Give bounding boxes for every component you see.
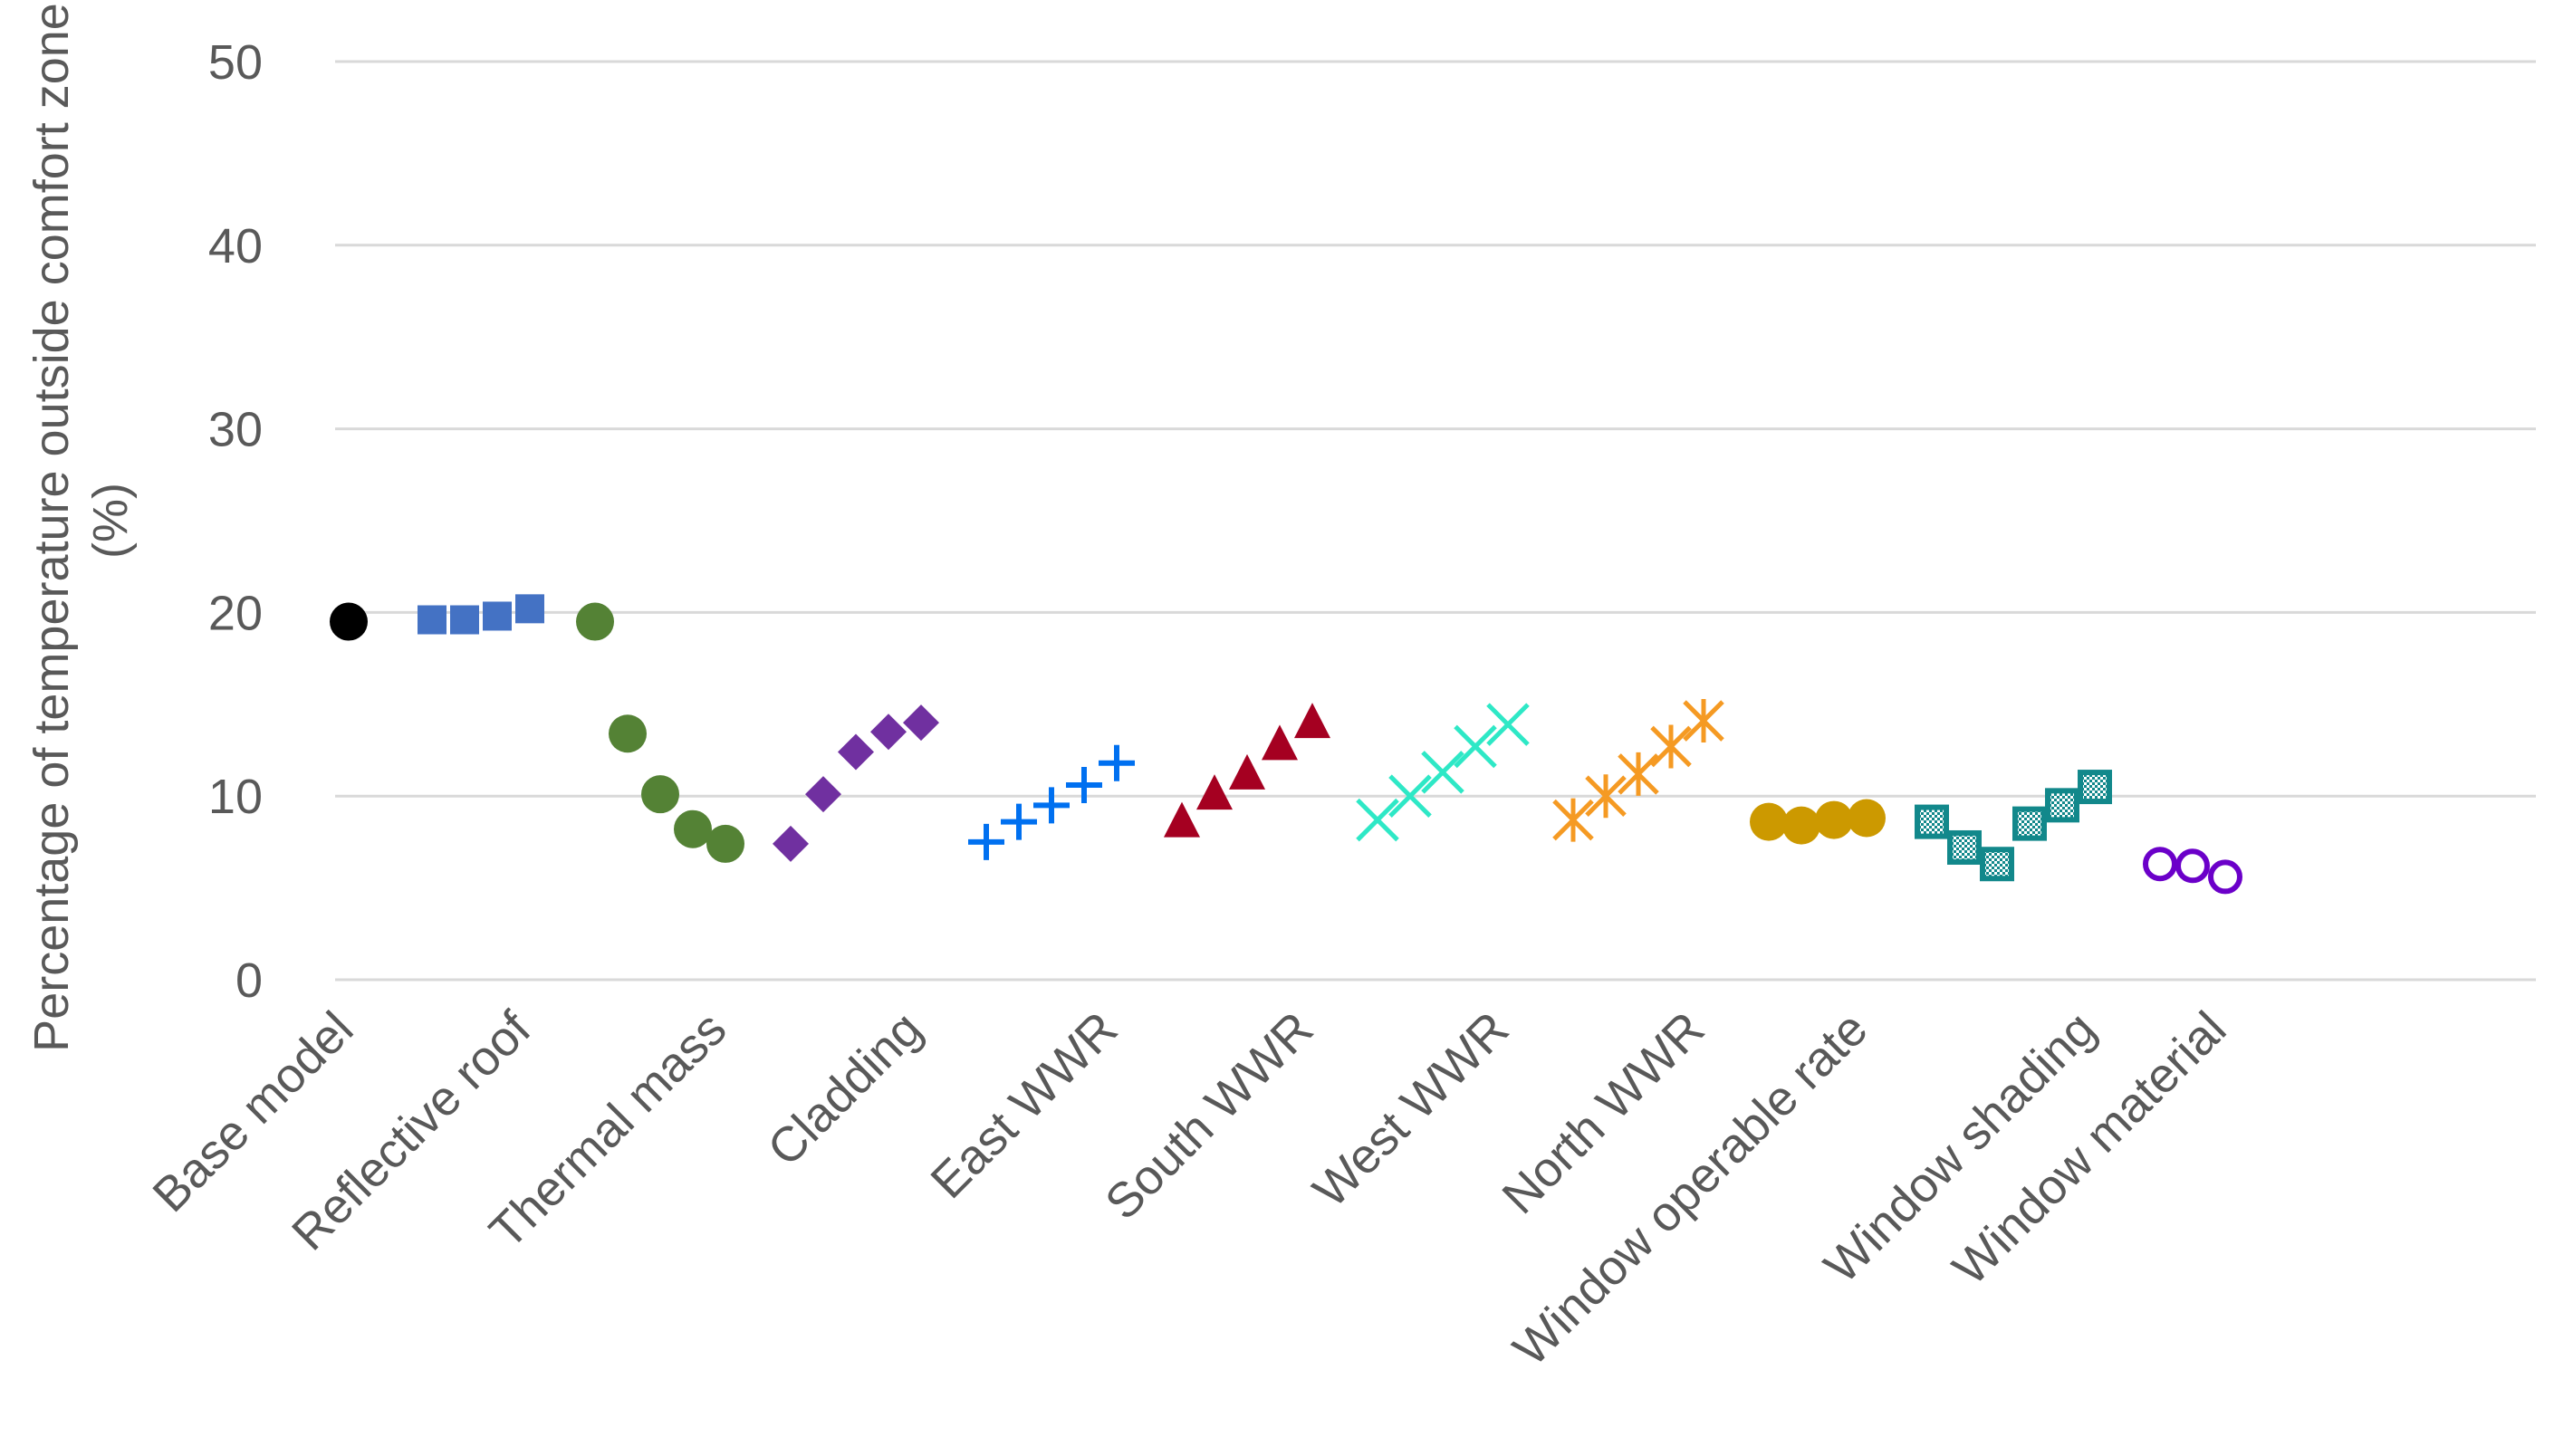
category-label: Cladding xyxy=(757,1001,932,1176)
data-point xyxy=(1099,744,1135,781)
data-point xyxy=(1196,774,1233,810)
data-point xyxy=(641,775,679,814)
data-point xyxy=(1552,798,1594,842)
data-point xyxy=(1356,798,1399,842)
gridlines xyxy=(335,60,2536,982)
y-tick-labels: 0 10 20 30 40 50 xyxy=(208,35,263,1008)
y-tick-label: 50 xyxy=(208,35,263,90)
data-point xyxy=(1164,801,1200,838)
data-point xyxy=(2078,770,2112,805)
y-tick-label: 0 xyxy=(235,953,263,1008)
y-axis-label-line-2: (%) xyxy=(83,483,138,559)
data-point xyxy=(1683,699,1724,743)
data-point xyxy=(2208,859,2242,895)
data-point xyxy=(1848,799,1886,838)
y-tick-label: 10 xyxy=(208,770,263,824)
data-point xyxy=(1454,724,1497,769)
data-point xyxy=(773,825,809,862)
y-tick-label: 40 xyxy=(208,219,263,273)
data-point xyxy=(1915,804,1949,839)
data-point xyxy=(2012,806,2047,841)
data-point xyxy=(1388,774,1432,818)
data-point xyxy=(838,733,874,771)
data-point xyxy=(1486,703,1530,746)
data-point xyxy=(483,601,512,631)
data-point xyxy=(1750,802,1788,841)
data-point xyxy=(1782,806,1820,845)
y-axis-label-line-1: Percentage of temperature outside comfor… xyxy=(24,3,79,1052)
data-point xyxy=(674,809,712,848)
data-points xyxy=(330,594,2242,895)
data-point xyxy=(515,594,544,624)
category-label: West WWR xyxy=(1303,1001,1520,1218)
data-point xyxy=(576,602,614,641)
data-point xyxy=(1585,774,1627,819)
data-point xyxy=(1947,829,1982,865)
data-point xyxy=(609,714,647,753)
data-point xyxy=(706,824,744,863)
data-point xyxy=(1229,753,1265,790)
data-point xyxy=(1980,847,2014,882)
data-point xyxy=(1066,767,1102,804)
y-tick-label: 30 xyxy=(208,403,263,457)
data-point xyxy=(1262,724,1298,761)
y-axis-label: Percentage of temperature outside comfor… xyxy=(24,0,138,1052)
data-point xyxy=(1421,751,1464,794)
category-label: South WWR xyxy=(1095,1001,1323,1230)
data-point xyxy=(2143,847,2177,882)
data-point xyxy=(870,714,907,751)
y-tick-label: 20 xyxy=(208,586,263,640)
data-point xyxy=(903,704,939,742)
data-point xyxy=(2045,788,2079,823)
data-point xyxy=(1650,724,1692,769)
data-point xyxy=(450,605,479,635)
data-point xyxy=(1033,787,1070,824)
data-point xyxy=(968,823,1004,860)
data-point xyxy=(805,776,841,813)
data-point xyxy=(330,602,368,641)
data-point xyxy=(1815,800,1853,839)
data-point xyxy=(2175,848,2210,884)
data-point xyxy=(1001,803,1037,840)
data-point xyxy=(418,605,446,635)
data-point xyxy=(1618,752,1659,796)
data-point xyxy=(1294,703,1330,739)
category-label: East WWR xyxy=(920,1001,1128,1209)
